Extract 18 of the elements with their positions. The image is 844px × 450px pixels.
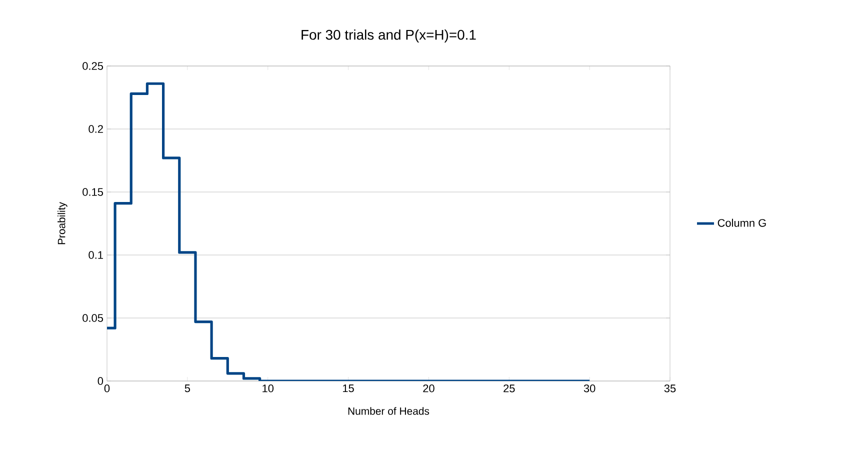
- x-tick-label: 5: [184, 384, 190, 392]
- chart-title: For 30 trials and P(x=H)=0.1: [302, 30, 476, 42]
- legend-label: Column G: [718, 218, 766, 227]
- x-tick-label: 25: [504, 384, 515, 392]
- x-tick-label: 30: [584, 384, 596, 392]
- x-tick-label: 10: [262, 384, 274, 392]
- x-axis-title: Number of Heads: [348, 407, 430, 415]
- y-tick-label: 0: [98, 377, 104, 385]
- y-tick-label: 0.25: [82, 62, 104, 70]
- y-tick-label: 0.1: [88, 251, 103, 259]
- y-tick-label: 0.2: [88, 125, 103, 133]
- y-tick-label: 0.05: [82, 314, 104, 322]
- x-tick-label: 0: [104, 384, 110, 392]
- y-tick-label: 0.15: [82, 188, 104, 196]
- x-tick-label: 35: [664, 384, 676, 392]
- x-tick-label: 20: [423, 384, 434, 392]
- x-tick-label: 15: [343, 384, 354, 392]
- y-axis-title: Proability: [58, 202, 68, 244]
